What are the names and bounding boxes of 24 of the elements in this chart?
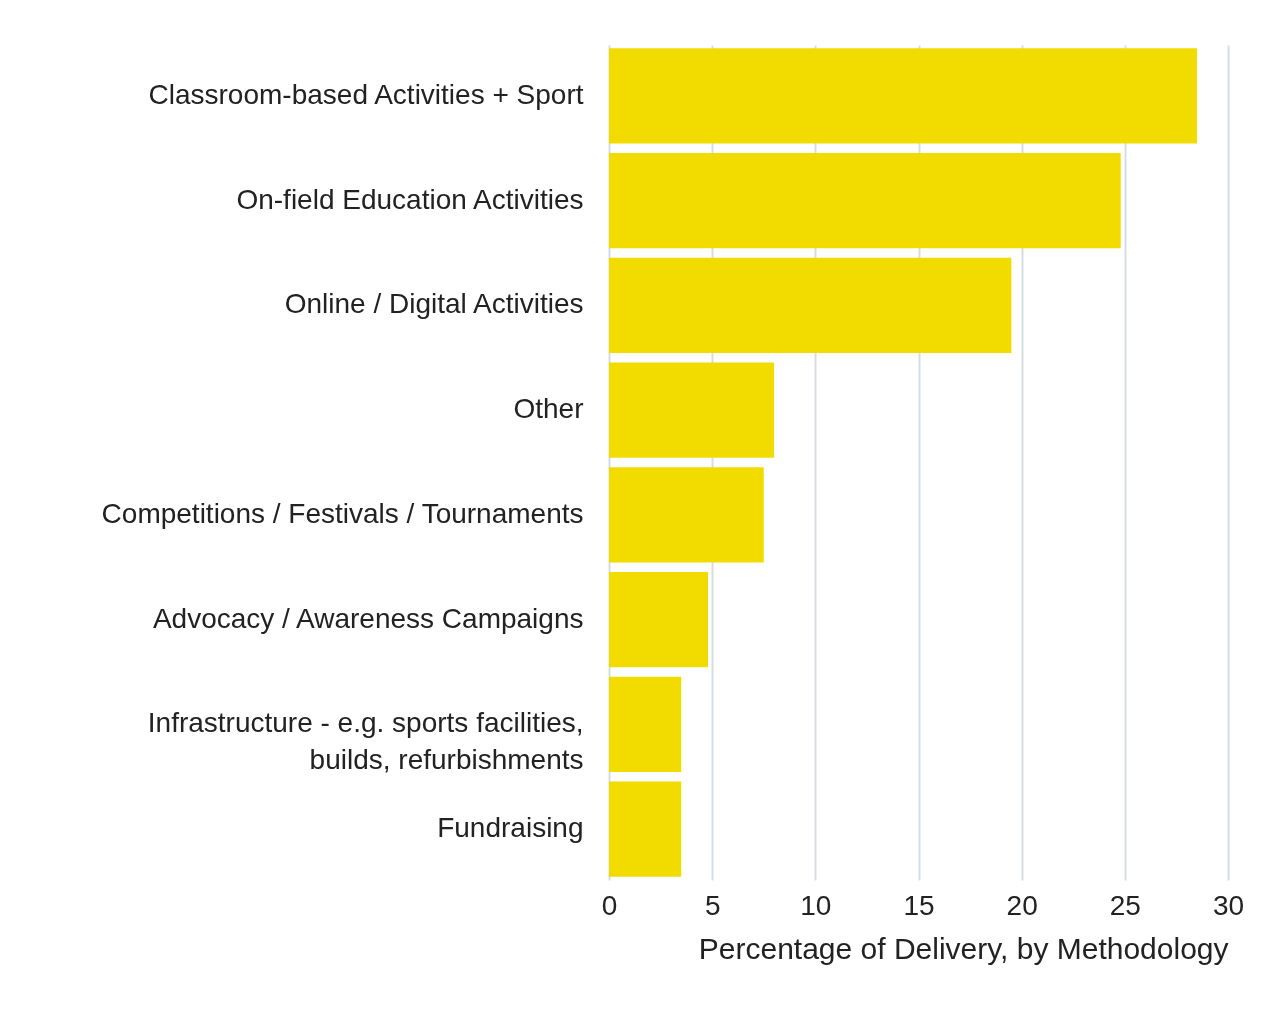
bar — [609, 571, 709, 668]
y-tick-label: Competitions / Festivals / Tournaments — [101, 497, 584, 529]
y-tick-label: Fundraising — [437, 812, 584, 844]
bar — [609, 152, 1121, 249]
x-tick-label: 25 — [1109, 889, 1141, 921]
x-tick-label: 20 — [1006, 889, 1038, 921]
y-tick-label: On-field Education Activities — [236, 183, 584, 215]
y-tick-label: Online / Digital Activities — [284, 288, 584, 320]
x-tick-label: 10 — [800, 889, 832, 921]
bar — [609, 48, 1198, 144]
y-tick-label: Infrastructure - e.g. sports facilities, builds, refurbishments — [147, 707, 584, 776]
y-tick-label: Classroom-based Activities + Sport — [148, 78, 584, 110]
bar — [609, 467, 764, 563]
bar — [609, 781, 682, 877]
y-tick-label: Advocacy / Awareness Campaigns — [152, 602, 584, 634]
y-tick-label: Other — [513, 393, 584, 425]
x-tick-label: 5 — [704, 889, 721, 921]
x-tick-label: 0 — [601, 889, 618, 921]
x-axis-title: Percentage of Delivery, by Methodology — [698, 931, 1229, 965]
x-tick-label: 30 — [1212, 889, 1245, 921]
bar — [609, 362, 775, 458]
bar — [609, 676, 682, 773]
bar — [609, 257, 1012, 354]
x-tick-label: 15 — [903, 889, 935, 921]
